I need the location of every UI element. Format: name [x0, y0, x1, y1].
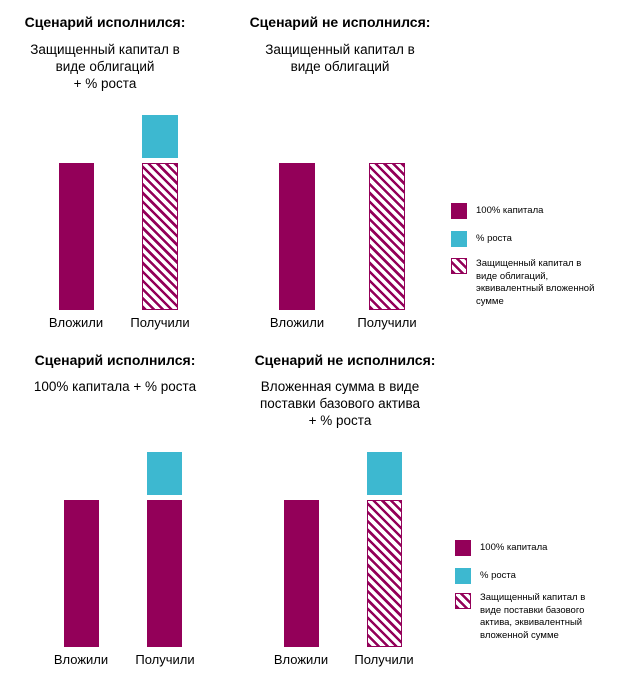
panel-4-bar-invested [284, 500, 319, 647]
panel-1-bar-protected [142, 163, 178, 310]
panel-4-bar-asset [367, 500, 402, 647]
panel-1-title: Сценарий исполнился: [24, 14, 186, 30]
legend-bottom-label-growth: % роста [480, 570, 516, 581]
panel-1-bar-growth [142, 115, 178, 158]
panel-2-title: Сценарий не исполнился: [249, 14, 431, 30]
panel-3-bar-invested [64, 500, 99, 647]
legend-top-swatch-protected [451, 258, 467, 274]
panel-2-subtitle: Защищенный капитал в виде облигаций [265, 42, 415, 74]
legend-bottom-label-capital: 100% капитала [480, 542, 548, 553]
legend-top-label-growth: % роста [476, 233, 512, 244]
panel-3-cat-received: Получили [135, 652, 195, 667]
panel-2-bar-invested [279, 163, 315, 310]
panel-3-subtitle: 100% капитала + % роста [33, 379, 197, 394]
legend-top-label-capital: 100% капитала [476, 205, 544, 216]
legend-bottom-swatch-growth [455, 568, 471, 584]
panel-1-cat-received: Получили [130, 315, 190, 330]
panel-3-cat-invested: Вложили [53, 652, 109, 667]
panel-1-cat-invested: Вложили [48, 315, 104, 330]
panel-3-bar-growth [147, 452, 182, 495]
panel-4-subtitle: Вложенная сумма в виде поставки базового… [259, 379, 421, 428]
legend-top-swatch-capital [451, 203, 467, 219]
legend-bottom-swatch-protected [455, 593, 471, 609]
panel-2-cat-received: Получили [357, 315, 417, 330]
legend-top-label-protected: Защищенный капитал в виде облигаций, экв… [476, 258, 595, 307]
panel-4-bar-growth [367, 452, 402, 495]
panel-3-bar-capital [147, 500, 182, 647]
panel-3-title: Сценарий исполнился: [34, 352, 196, 368]
panel-2-cat-invested: Вложили [269, 315, 325, 330]
panel-1-subtitle: Защищенный капитал в виде облигаций + % … [30, 42, 180, 91]
legend-bottom-swatch-capital [455, 540, 471, 556]
legend-bottom-label-protected: Защищенный капитал в виде поставки базов… [480, 592, 586, 641]
panel-4-cat-invested: Вложили [273, 652, 329, 667]
panel-4-cat-received: Получили [354, 652, 414, 667]
panel-1-bar-invested [59, 163, 94, 310]
panel-4-title: Сценарий не исполнился: [254, 352, 436, 368]
panel-2-bar-protected [369, 163, 405, 310]
legend-top-swatch-growth [451, 231, 467, 247]
